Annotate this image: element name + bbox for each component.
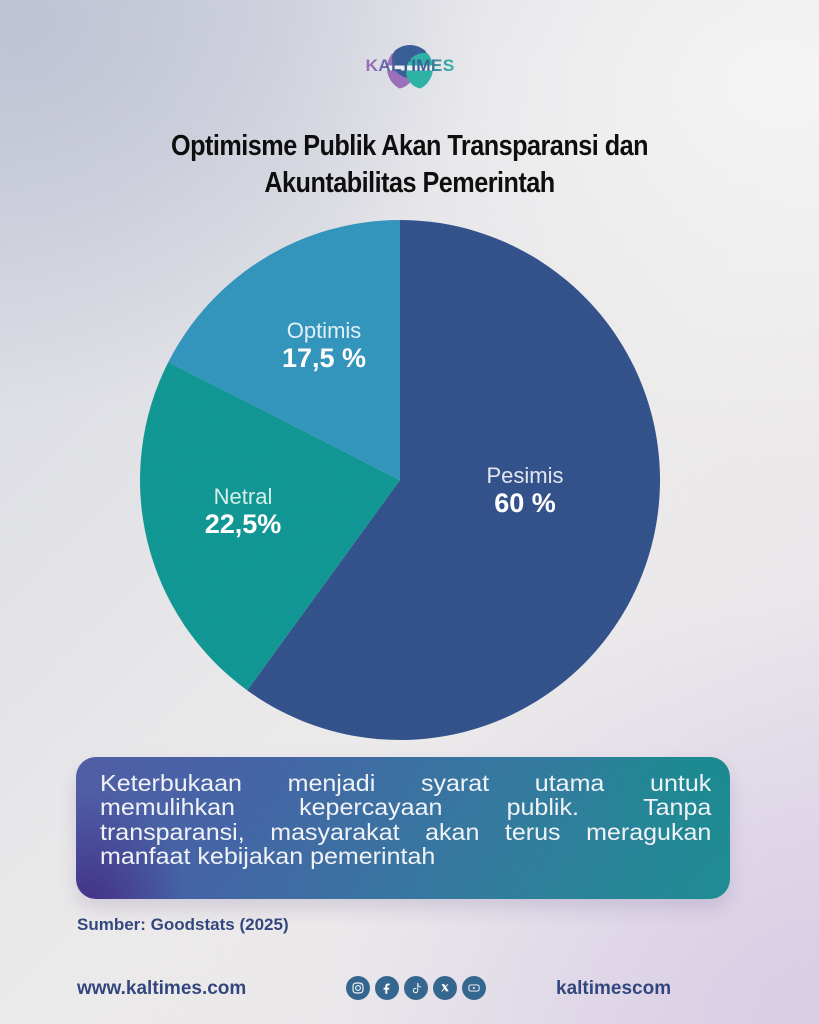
svg-text:17,5 %: 17,5 % [282,343,366,373]
svg-text:Pesimis: Pesimis [486,463,563,488]
svg-text:Netral: Netral [214,484,273,509]
svg-text:Optimis: Optimis [287,318,362,343]
svg-text:60 %: 60 % [494,488,556,518]
svg-text:22,5%: 22,5% [205,509,282,539]
